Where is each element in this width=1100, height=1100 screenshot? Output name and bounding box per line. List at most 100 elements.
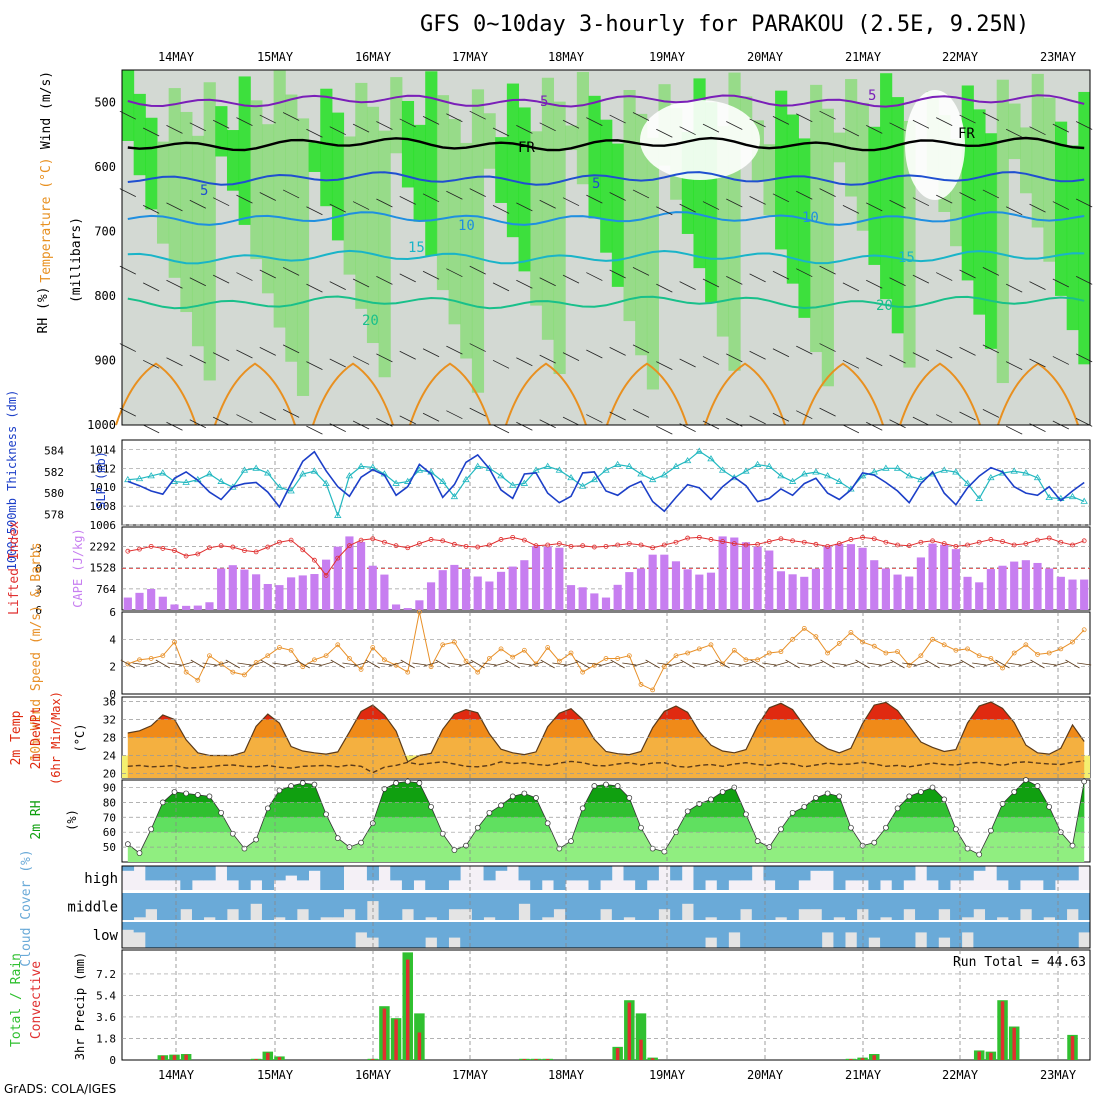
rh-point: [754, 838, 761, 844]
wind-barb: [889, 354, 906, 364]
rh-band: [856, 102, 869, 231]
rh-point: [661, 848, 668, 855]
slp-point: [357, 462, 365, 469]
wind-barb: [749, 196, 766, 205]
cape-bar: [870, 560, 879, 610]
rh-band: [273, 70, 286, 328]
cloud-middle-bar: [215, 893, 228, 920]
wind-barb: [447, 662, 462, 666]
wind-barb: [679, 358, 696, 368]
cloud-high-bar: [553, 866, 566, 890]
wind-barb: [144, 661, 159, 667]
cape-bar: [753, 546, 762, 610]
cape-bar: [345, 536, 354, 610]
rh-point: [404, 778, 411, 785]
wind-barb: [622, 662, 637, 666]
slp-point: [1045, 493, 1053, 501]
wind-barb: [819, 265, 836, 275]
cloud-high-bar: [786, 866, 799, 890]
cloud-low-bar: [285, 922, 298, 948]
wind-barb: [772, 412, 790, 422]
cloud-high-bar: [401, 866, 414, 890]
cloud-low-bar: [296, 922, 310, 948]
cape-bar: [846, 544, 855, 610]
wind-barb: [1030, 659, 1045, 669]
cloud-middle-bar: [623, 893, 636, 918]
wind-barb: [517, 662, 532, 666]
wind-barb: [982, 189, 1000, 199]
cloud-high-bar: [1066, 866, 1079, 881]
cloud-low-bar: [308, 922, 321, 948]
precip-tick-label: 1.8: [96, 1032, 116, 1045]
wind-speed-point: [638, 682, 644, 687]
thickness-line: [127, 450, 1085, 513]
cloud-high-bar: [845, 866, 858, 881]
cape-bar: [263, 583, 272, 610]
rh-point: [544, 820, 551, 827]
cloud-low-bar: [553, 922, 566, 948]
wind-barb: [586, 117, 603, 126]
wind-barb: [586, 349, 603, 359]
wind-barb: [166, 125, 183, 134]
cloud-high-bar: [588, 866, 601, 890]
cloud-middle-bar: [903, 893, 916, 910]
slp-point: [450, 492, 459, 500]
cloud-low-bar: [343, 922, 356, 948]
lifted-index-point: [148, 543, 154, 549]
date-label-top: 17MAY: [452, 50, 489, 64]
wind-barb: [656, 206, 673, 216]
pressure-tick-label: 1000: [87, 418, 116, 432]
rh-tick-label: 60: [103, 826, 116, 839]
slp-point: [520, 479, 529, 486]
wind-barb: [212, 416, 230, 426]
contour-label: FR: [518, 140, 535, 156]
lifted-index-point: [918, 539, 924, 545]
rh-band: [623, 90, 636, 322]
wind-barb: [132, 662, 147, 666]
convective-bar: [989, 1052, 993, 1060]
cloud-high-bar: [646, 866, 659, 881]
li-tick-label: 6: [35, 604, 42, 617]
cape-bar: [1010, 561, 1019, 610]
cape-bar: [881, 568, 890, 610]
wind-barb: [470, 659, 485, 669]
wind-speed-point: [1081, 627, 1087, 633]
rh-point: [1023, 777, 1029, 783]
cloud-middle-bar: [495, 893, 508, 920]
wind-barb: [1029, 203, 1046, 213]
cloud-low-bar: [506, 922, 519, 948]
rh-band: [355, 82, 368, 309]
rh-point: [626, 795, 633, 801]
wind-barb: [516, 357, 533, 367]
slp-point: [1010, 467, 1018, 474]
wind-barb: [1006, 128, 1023, 138]
lifted-index-point: [545, 542, 551, 548]
cloud-low-bar: [203, 922, 216, 948]
wind-barb: [412, 662, 427, 666]
wind-barb: [679, 203, 696, 213]
rh-point: [638, 824, 644, 831]
cloud-low-bar: [565, 922, 578, 948]
slp-point: [508, 481, 517, 488]
wind-barb: [423, 661, 439, 667]
lifted-index-point: [871, 536, 877, 542]
wind-barb: [492, 127, 510, 137]
rh-band: [845, 79, 858, 197]
cloud-low-bar: [541, 922, 554, 948]
rh-area: [162, 780, 1085, 803]
wind-barb: [586, 272, 603, 281]
cloud-middle-bar: [145, 893, 158, 910]
cloud-axis-label: Cloud Cover (%): [19, 849, 34, 966]
cloud-middle-bar: [401, 893, 414, 910]
wind-speed-point: [230, 669, 236, 675]
contour-label: 10: [802, 210, 819, 226]
temp-tick-label: 36: [103, 696, 116, 709]
wind-barb: [1053, 661, 1068, 667]
rh-point: [614, 783, 621, 789]
lifted-index-point: [312, 557, 317, 563]
slp-point: [718, 466, 727, 473]
cloud-low-bar: [168, 922, 181, 948]
contour-label: 15: [408, 240, 425, 256]
temp-line: [127, 701, 1085, 763]
wind-speed-point: [988, 656, 994, 661]
